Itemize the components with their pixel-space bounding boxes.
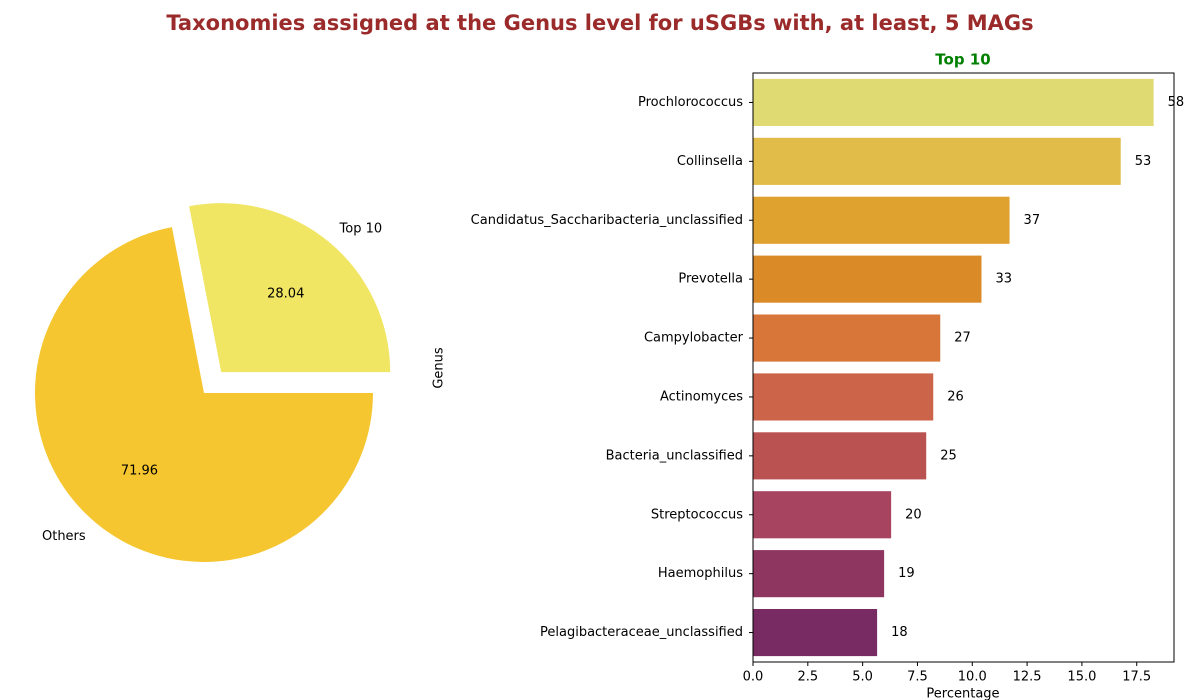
pie-slice <box>189 203 391 373</box>
y-tick-label: Bacteria_unclassified <box>606 448 743 463</box>
x-tick-label: 0.0 <box>743 670 764 685</box>
slice-value-label: 28.04 <box>267 286 304 301</box>
figure-title: Taxonomies assigned at the Genus level f… <box>166 11 1033 35</box>
y-tick-label: Prochlorococcus <box>638 95 743 110</box>
y-tick-label: Campylobacter <box>644 331 744 346</box>
y-tick-label: Collinsella <box>677 154 743 169</box>
x-tick-label: 12.5 <box>1013 670 1042 685</box>
count-label: 37 <box>1024 213 1041 228</box>
bar <box>753 78 1154 127</box>
bar <box>753 550 885 598</box>
slice-label: Top 10 <box>339 221 383 236</box>
bar <box>753 196 1010 244</box>
count-label: 33 <box>995 272 1012 287</box>
count-label: 27 <box>954 331 971 346</box>
bar <box>753 314 941 362</box>
y-tick-label: Candidatus_Saccharibacteria_unclassified <box>471 213 743 228</box>
plot-frame <box>752 72 1175 663</box>
bar-title: Top 10 <box>935 51 990 69</box>
x-tick-label: 15.0 <box>1067 670 1096 685</box>
slice-value-label: 71.96 <box>121 464 158 479</box>
count-label: 53 <box>1135 154 1152 169</box>
slice-label: Others <box>42 529 86 544</box>
x-tick-label: 7.5 <box>907 670 928 685</box>
count-label: 58 <box>1168 95 1185 110</box>
x-tick-label: 2.5 <box>797 670 818 685</box>
x-axis-label: Percentage <box>926 687 999 700</box>
bar <box>753 491 892 539</box>
bar <box>753 255 982 303</box>
count-label: 19 <box>898 566 915 581</box>
bar <box>753 373 934 421</box>
y-tick-label: Haemophilus <box>658 566 743 581</box>
bar <box>753 137 1121 185</box>
pie-slice <box>35 227 373 563</box>
y-tick-label: Streptococcus <box>651 507 743 522</box>
y-axis-label: Genus <box>432 347 447 389</box>
y-tick-label: Pelagibacteraceae_unclassified <box>540 625 743 640</box>
bar <box>753 432 927 480</box>
x-tick-label: 10.0 <box>958 670 987 685</box>
bar <box>753 608 878 657</box>
count-label: 26 <box>947 389 964 404</box>
y-tick-label: Actinomyces <box>660 389 743 404</box>
count-label: 25 <box>940 448 957 463</box>
x-tick-label: 17.5 <box>1122 670 1151 685</box>
count-label: 18 <box>891 625 908 640</box>
x-tick-label: 5.0 <box>852 670 873 685</box>
y-tick-label: Prevotella <box>678 272 743 287</box>
count-label: 20 <box>905 507 922 522</box>
